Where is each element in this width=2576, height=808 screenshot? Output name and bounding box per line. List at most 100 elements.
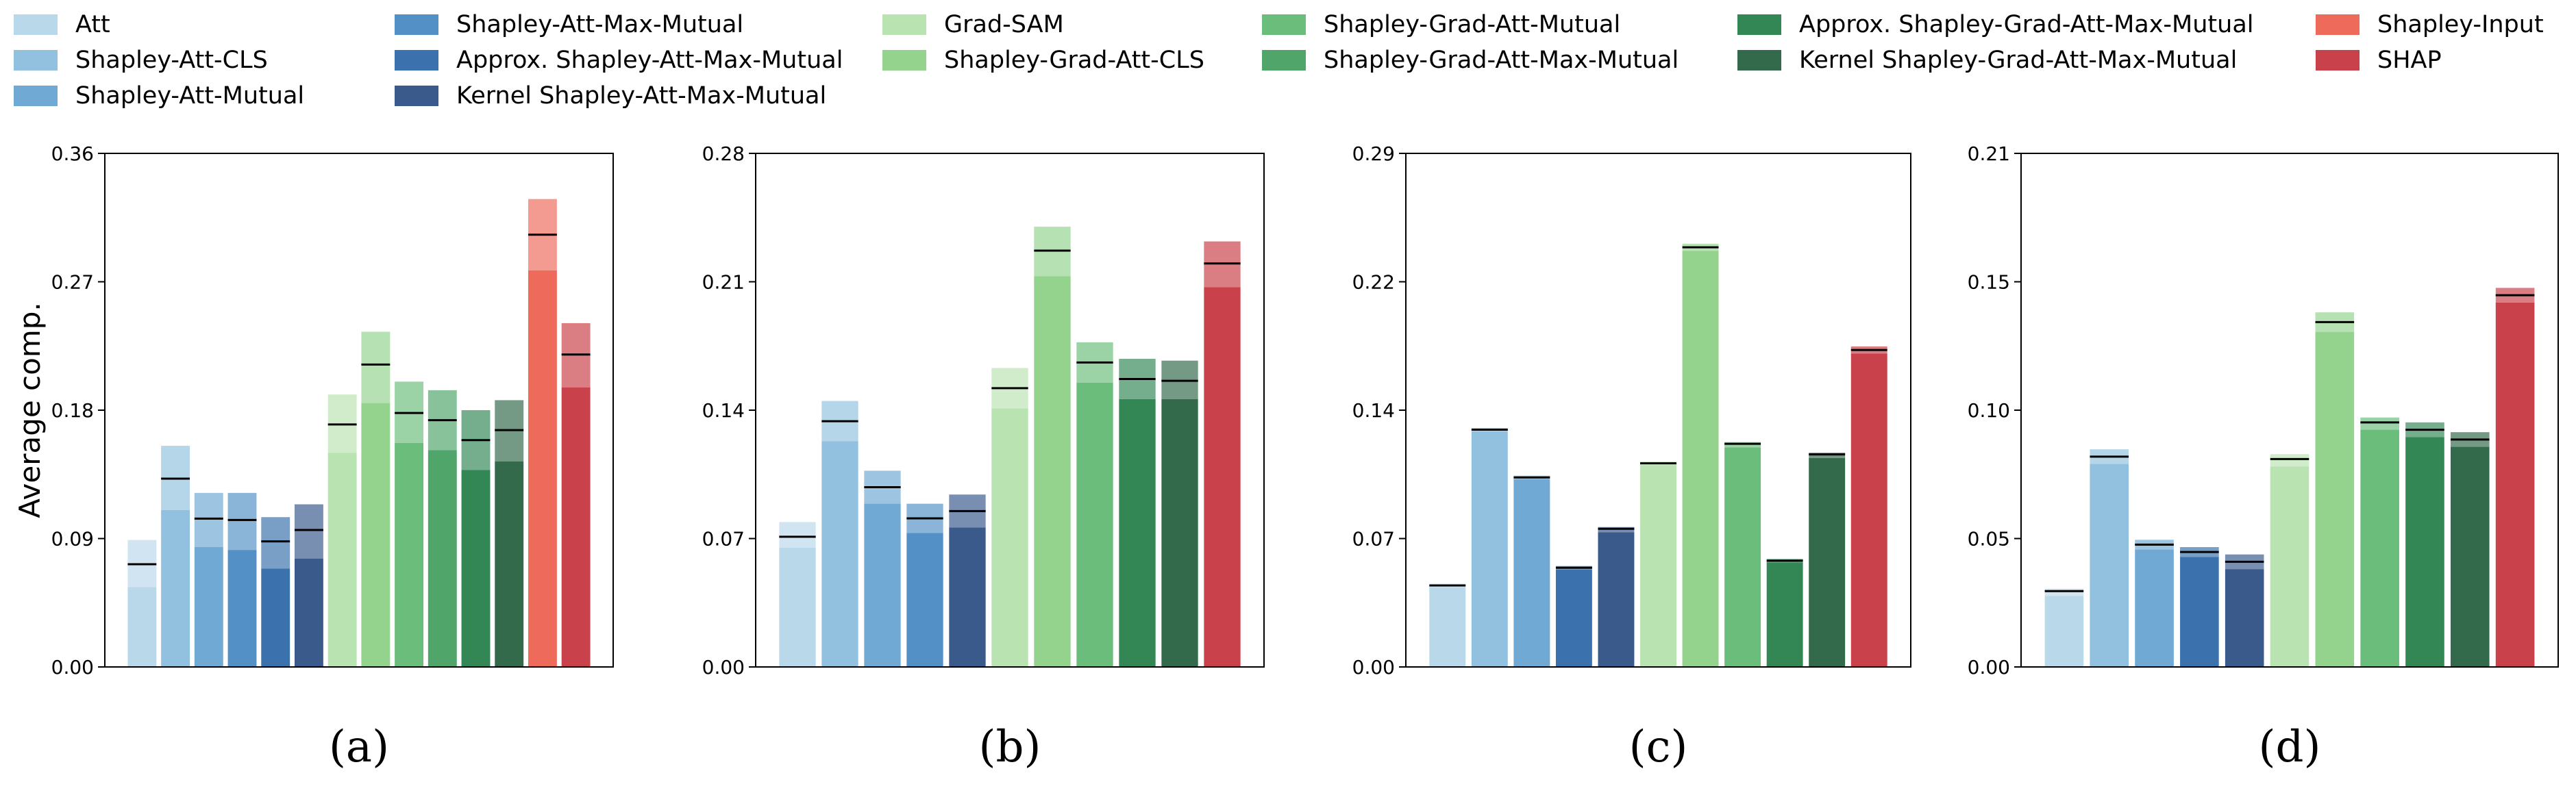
- bar: [906, 533, 943, 667]
- bar: [1429, 587, 1466, 667]
- bar: [1682, 251, 1719, 667]
- y-tick-label: 0.05: [1968, 528, 2010, 551]
- chart-panel: 0.00 0.07 0.14 0.21 0.28 (b): [702, 142, 1265, 772]
- y-tick-label: 0.00: [702, 656, 745, 679]
- bar-confidence-band: [2044, 588, 2084, 596]
- bar: [1724, 447, 1761, 667]
- legend-label: Shapley-Grad-Att-CLS: [944, 47, 1204, 74]
- legend: Att Shapley-Att-CLS Shapley-Att-Mutual Shap…: [0, 0, 2576, 137]
- legend-swatch: [2316, 14, 2360, 35]
- bar: [227, 550, 257, 667]
- bar-confidence-band: [194, 492, 223, 547]
- bar: [1640, 465, 1676, 667]
- bar: [1513, 479, 1550, 667]
- legend-swatch: [14, 50, 58, 71]
- plot-frame: [755, 153, 1265, 668]
- panel-label: (d): [2259, 722, 2321, 772]
- legend-label: Att: [75, 11, 110, 38]
- y-tick-label: 0.22: [1352, 271, 1395, 294]
- bar: [2090, 464, 2129, 667]
- y-tick-label: 0.07: [1352, 528, 1395, 551]
- legend-label: Kernel Shapley-Grad-Att-Max-Mutual: [1799, 47, 2238, 74]
- y-tick-label: 0.28: [702, 142, 745, 165]
- legend-swatch: [882, 50, 926, 71]
- bar: [1161, 399, 1198, 667]
- bar: [2044, 596, 2084, 667]
- bar: [194, 547, 223, 667]
- bar: [127, 587, 157, 667]
- bar: [428, 450, 457, 667]
- legend-label: Approx. Shapley-Grad-Att-Max-Mutual: [1799, 11, 2254, 38]
- panel-label: (b): [979, 722, 1041, 772]
- plot-frame: [104, 153, 614, 668]
- bar: [161, 509, 190, 667]
- bar: [261, 568, 290, 667]
- chart-panel: 0.00 0.05 0.10 0.15 0.21 (d): [1968, 142, 2559, 772]
- y-tick-label: 0.36: [51, 142, 94, 165]
- y-tick-label: 0.21: [1968, 142, 2010, 165]
- legend-item: Kernel Shapley-Grad-Att-Max-Mutual: [1737, 47, 2237, 74]
- legend-label: Shapley-Att-CLS: [75, 47, 268, 74]
- y-tick-label: 0.14: [1352, 399, 1395, 422]
- legend-item: Shapley-Att-Mutual: [14, 82, 304, 110]
- bar: [2225, 569, 2264, 667]
- y-tick-label: 0.00: [1352, 656, 1395, 679]
- bar-confidence-band: [294, 504, 323, 559]
- bar: [2360, 429, 2399, 667]
- bar: [495, 462, 524, 667]
- bar: [2135, 549, 2174, 667]
- bar: [1471, 431, 1508, 667]
- legend-item: Approx. Shapley-Grad-Att-Max-Mutual: [1737, 11, 2254, 38]
- bar: [1204, 287, 1241, 667]
- bar: [2405, 437, 2444, 667]
- bar: [1766, 562, 1803, 667]
- bar: [2495, 302, 2535, 667]
- chart-panel: 0.00 0.07 0.14 0.22 0.29 (c): [1352, 142, 1911, 772]
- legend-label: Kernel Shapley-Att-Max-Mutual: [456, 82, 827, 110]
- bar-confidence-band: [227, 492, 257, 551]
- legend-item: Shapley-Grad-Att-CLS: [882, 47, 1204, 74]
- y-tick-label: 0.18: [51, 399, 94, 422]
- legend-swatch: [395, 50, 438, 71]
- legend-label: Grad-SAM: [944, 11, 1064, 38]
- legend-label: Shapley-Grad-Att-Max-Mutual: [1324, 47, 1679, 74]
- bar: [1034, 276, 1071, 667]
- bar: [461, 470, 491, 667]
- y-tick-label: 0.00: [51, 656, 94, 679]
- chart-panel: 0.00 0.09 0.18 0.27 0.36 (a): [51, 142, 614, 772]
- legend-item: Shapley-Grad-Att-Max-Mutual: [1262, 47, 1679, 74]
- y-axis-label: Average comp.: [13, 302, 47, 518]
- bar: [1555, 569, 1592, 667]
- bar: [821, 441, 858, 667]
- legend-item: Grad-SAM: [882, 11, 1064, 38]
- legend-label: Shapley-Grad-Att-Mutual: [1324, 11, 1621, 38]
- legend-item: SHAP: [2316, 47, 2442, 74]
- y-tick-label: 0.21: [702, 271, 745, 294]
- legend-label: Shapley-Att-Mutual: [75, 82, 305, 110]
- legend-item: Shapley-Grad-Att-Mutual: [1262, 11, 1620, 38]
- legend-swatch: [1262, 50, 1306, 71]
- legend-swatch: [395, 14, 438, 35]
- bar: [991, 408, 1028, 667]
- panel-label: (a): [329, 722, 389, 772]
- legend-swatch: [2316, 50, 2360, 71]
- legend-label: Shapley-Att-Max-Mutual: [456, 11, 744, 38]
- y-tick-label: 0.14: [702, 399, 745, 422]
- legend-swatch: [14, 14, 58, 35]
- legend-label: Shapley-Input: [2377, 11, 2544, 38]
- bar-confidence-band: [2360, 417, 2399, 430]
- bar-confidence-band: [261, 517, 290, 569]
- y-tick-label: 0.10: [1968, 399, 2010, 422]
- legend-item: Shapley-Input: [2316, 11, 2544, 38]
- legend-item: Shapley-Att-Max-Mutual: [395, 11, 743, 38]
- y-tick-label: 0.15: [1968, 271, 2010, 294]
- y-tick-label: 0.09: [51, 528, 94, 551]
- bar: [1850, 353, 1887, 667]
- legend-item: Att: [14, 11, 110, 38]
- y-tick-label: 0.00: [1968, 656, 2010, 679]
- bar-confidence-band: [2270, 454, 2309, 467]
- legend-swatch: [1737, 14, 1781, 35]
- panel-label: (c): [1629, 722, 1688, 772]
- bar: [294, 558, 323, 667]
